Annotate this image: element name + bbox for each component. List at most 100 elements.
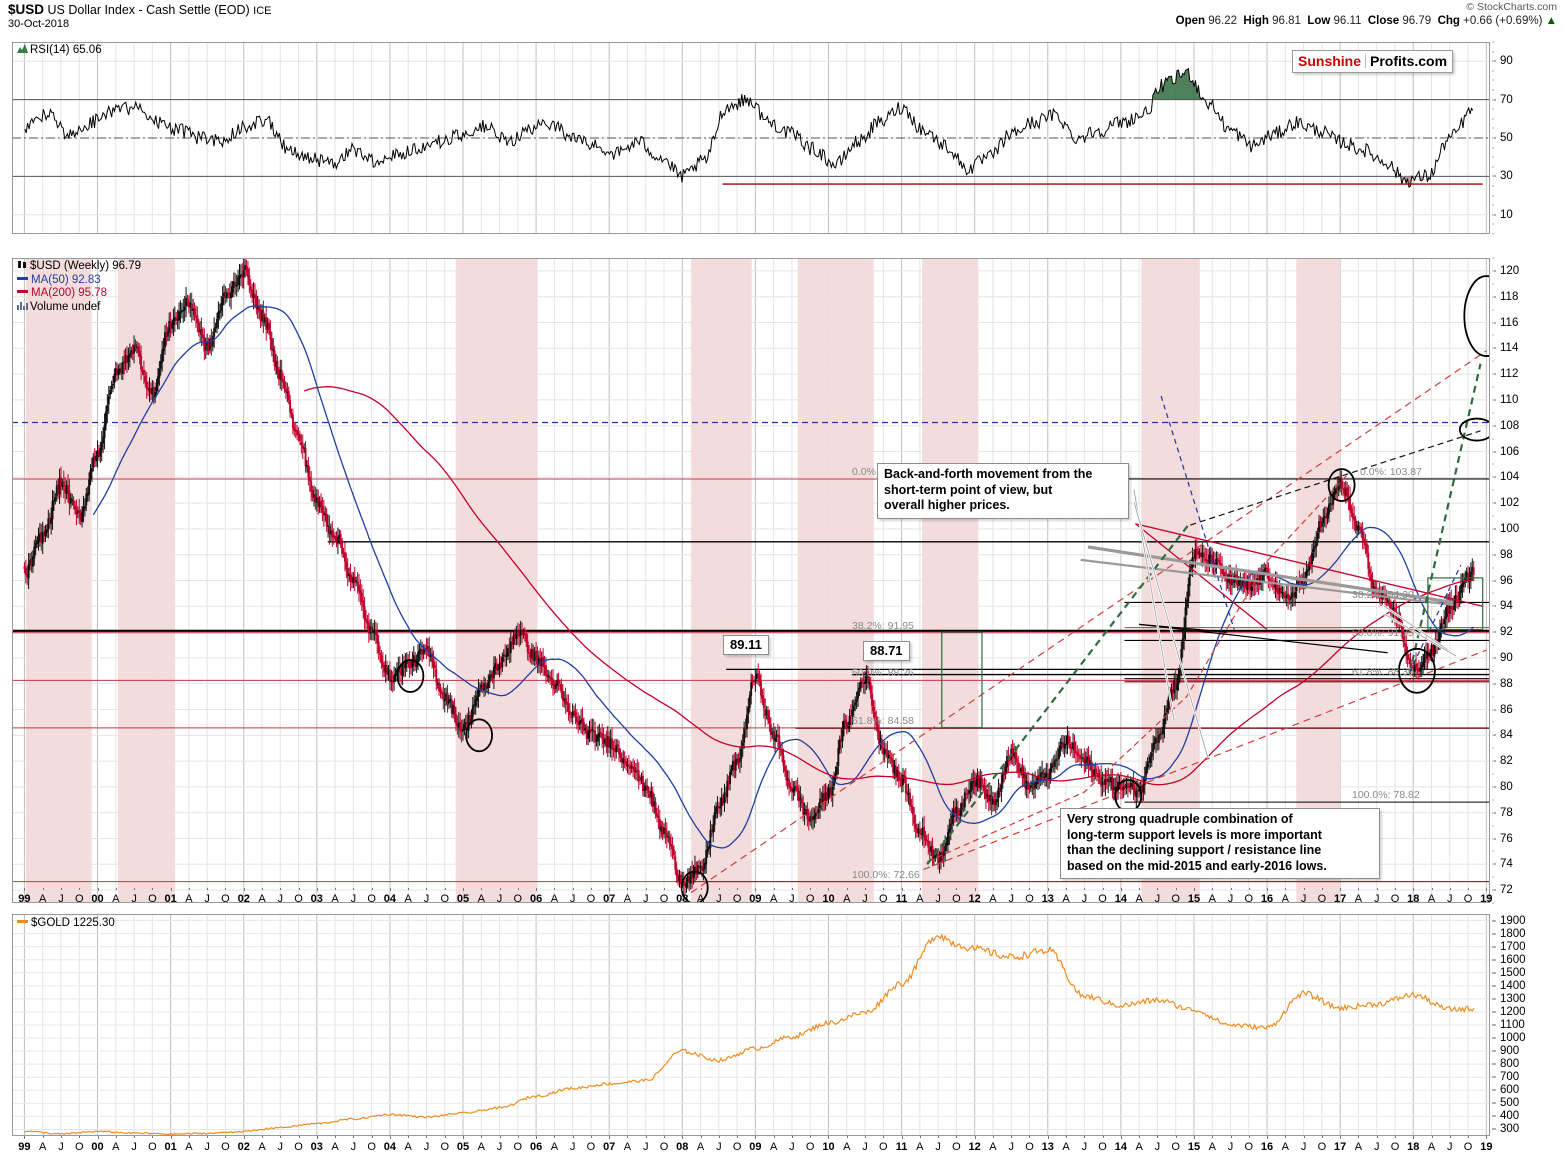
annotation-short-term: Back-and-forth movement from the short-t…	[877, 463, 1129, 519]
x-axis-month-label: J	[1227, 893, 1234, 905]
x-axis-month-label: O	[952, 893, 961, 905]
gold-y-tick	[1492, 933, 1496, 935]
x-axis-tick	[1303, 1136, 1305, 1138]
open-label: Open	[1175, 15, 1206, 27]
x-axis-month-label: O	[1098, 893, 1107, 905]
usd-y-minor-tick	[1492, 773, 1494, 775]
x-axis-tick	[755, 888, 757, 891]
x-axis-year-label: 15	[1187, 893, 1201, 905]
usd-y-tick	[1492, 709, 1496, 710]
gold-y-tick	[1492, 1011, 1496, 1013]
x-axis-month-label: O	[148, 893, 157, 905]
usd-y-minor-tick	[1492, 399, 1494, 401]
usd-y-label: 94	[1500, 600, 1513, 613]
rsi-y-minor-tick	[1492, 137, 1494, 139]
x-axis-month-label: A	[258, 893, 266, 905]
x-axis-tick	[371, 1136, 373, 1138]
x-axis-month-label: O	[659, 1141, 669, 1153]
x-axis-tick	[1139, 888, 1141, 890]
usd-y-label: 106	[1500, 445, 1520, 458]
usd-y-minor-tick	[1492, 438, 1494, 440]
stockcharts-credit: © StockCharts.com	[1466, 1, 1557, 13]
x-axis-tick	[664, 888, 666, 890]
x-axis-month-label: O	[732, 1141, 742, 1153]
x-axis-tick	[1212, 1136, 1214, 1138]
x-axis-tick	[1449, 888, 1451, 890]
x-axis-month-label: A	[1427, 1141, 1436, 1153]
usd-plot-area[interactable]	[12, 258, 1490, 903]
x-axis-tick	[1084, 1136, 1086, 1138]
x-axis-tick	[1321, 1136, 1323, 1138]
usd-y-minor-tick	[1492, 592, 1494, 594]
x-axis-year-label: 03	[310, 1141, 323, 1153]
usd-y-minor-tick	[1492, 709, 1494, 710]
x-axis-month-label: A	[769, 1141, 778, 1153]
x-axis-month-label: J	[496, 1141, 503, 1153]
x-axis-tick	[700, 1136, 702, 1138]
x-axis-tick	[883, 1136, 885, 1138]
x-axis-tick	[280, 888, 282, 890]
x-axis-tick	[1011, 1136, 1013, 1138]
x-axis-month-label: J	[1154, 893, 1161, 905]
x-axis-year-label: 01	[164, 893, 177, 905]
x-axis-tick	[1084, 888, 1086, 890]
close-label: Close	[1367, 15, 1400, 27]
fib2-label-1000: 100.0%: 78.82	[1352, 789, 1420, 802]
watermark-brand: Sunshine	[1298, 53, 1362, 69]
rsi-icon	[17, 44, 28, 53]
x-axis-tick	[1230, 1136, 1232, 1138]
usd-y-minor-tick	[1492, 296, 1494, 298]
x-axis-year-label: 05	[456, 1141, 470, 1153]
x-axis-year-label: 19	[1480, 1141, 1493, 1153]
x-axis-tick	[1340, 888, 1342, 891]
x-axis-year-label: 04	[383, 893, 397, 905]
x-axis-month-label: O	[440, 893, 449, 905]
x-axis-month-label: J	[1008, 1141, 1014, 1153]
x-axis-tick	[517, 1136, 519, 1138]
x-axis-year-label: 99	[18, 893, 31, 905]
x-axis-month-label: J	[862, 893, 868, 905]
x-axis-tick	[718, 888, 720, 890]
usd-y-minor-tick	[1492, 876, 1494, 878]
x-axis-tick	[938, 1136, 940, 1138]
x-axis-tick	[225, 888, 227, 890]
x-axis-year-label: 07	[603, 893, 616, 905]
x-axis-tick	[134, 888, 136, 890]
x-axis-month-label: O	[1171, 893, 1180, 905]
x-axis-tick	[1102, 1136, 1104, 1138]
x-axis-year-label: 99	[18, 1141, 31, 1153]
x-axis-tick	[1431, 888, 1433, 890]
x-axis-month-label: A	[1281, 893, 1289, 905]
x-axis-month-label: J	[277, 893, 284, 905]
x-axis-year-label: 01	[164, 1141, 177, 1153]
x-axis-tick	[1175, 888, 1177, 890]
x-axis-tick	[810, 888, 812, 890]
x-axis-year-label: 00	[91, 1141, 104, 1153]
gold-y-tick	[1492, 946, 1496, 948]
x-axis-month-label: A	[1135, 893, 1143, 905]
rsi-y-label: 70	[1500, 93, 1513, 106]
x-axis-month-label: J	[1154, 1141, 1161, 1153]
x-axis-tick	[225, 1136, 227, 1138]
x-axis-tick	[517, 888, 519, 890]
x-axis-month-label: J	[1008, 893, 1014, 905]
gold-plot-area[interactable]	[12, 914, 1490, 1136]
rsi-plot-area[interactable]	[12, 42, 1490, 234]
x-axis-month-label: A	[331, 1141, 339, 1153]
x-axis-tick	[664, 1136, 666, 1138]
usd-y-label: 98	[1500, 548, 1513, 561]
gold-y-tick	[1492, 1037, 1496, 1039]
usd-y-tick	[1492, 528, 1496, 530]
ma200-swatch	[17, 290, 28, 294]
x-axis-tick	[737, 1136, 739, 1138]
x-axis-month-label: J	[1373, 893, 1380, 905]
rsi-y-minor-tick	[1492, 108, 1494, 110]
x-axis-tick	[1321, 888, 1323, 890]
x-axis-year-label: 12	[968, 893, 981, 905]
x-axis-month-label: J	[789, 893, 795, 905]
x-axis-month-label: J	[58, 1141, 64, 1153]
usd-y-minor-tick	[1492, 760, 1494, 762]
usd-y-tick	[1492, 322, 1496, 323]
x-axis-year-label: 17	[1334, 893, 1347, 905]
usd-y-label: 118	[1500, 290, 1519, 303]
